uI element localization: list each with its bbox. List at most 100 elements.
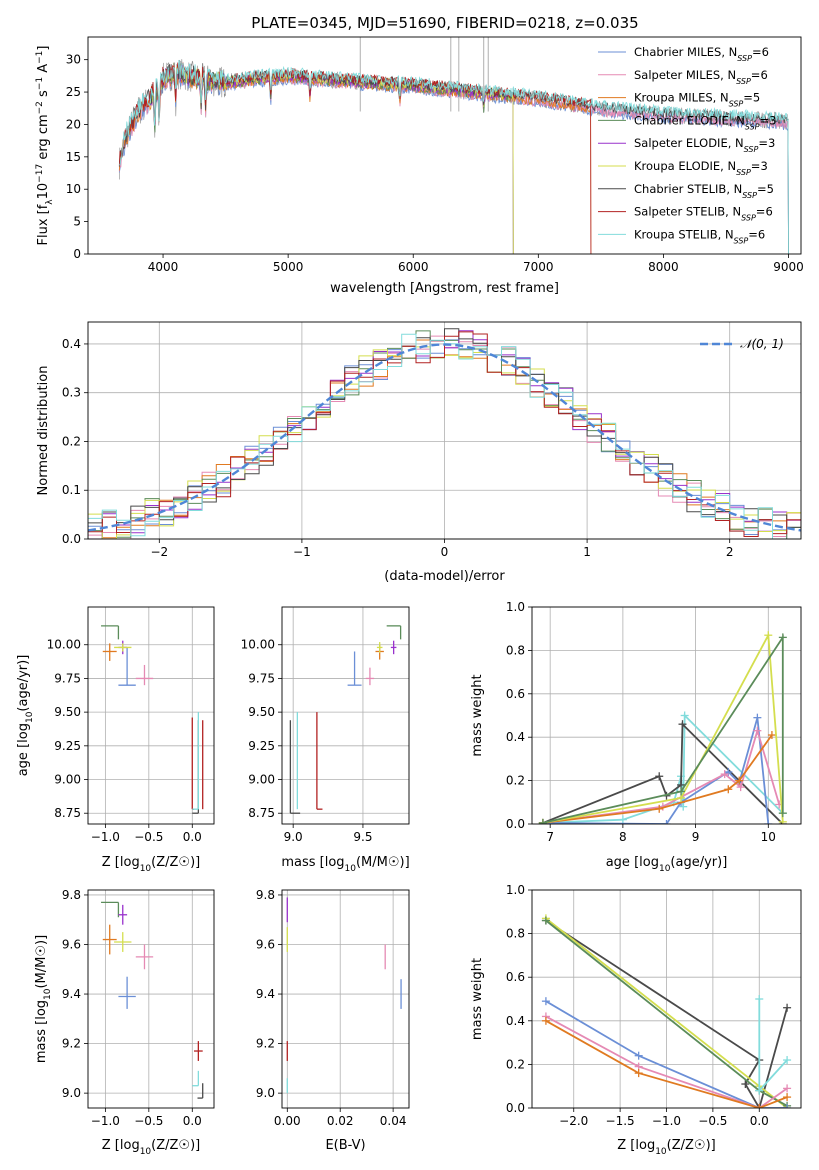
- series-marker: [541, 1016, 550, 1025]
- series-line: [542, 632, 784, 824]
- legend-part: SSP: [741, 213, 756, 222]
- legend-sep: ,: [720, 68, 727, 82]
- label-part: mass [log: [281, 855, 344, 870]
- series-line: [542, 727, 781, 824]
- x-tick-label: 9.5: [353, 830, 372, 844]
- y-tick-label: 0.8: [506, 927, 525, 941]
- legend-part: Chabrier MILES: [634, 45, 721, 59]
- series-marker: [541, 916, 550, 925]
- label-part: (Z/Z☉)]: [151, 855, 200, 870]
- y-tick-label: 9.25: [54, 739, 81, 753]
- legend-part: N: [729, 45, 738, 59]
- legend-sep: ,: [718, 227, 725, 241]
- y-tick-label: 8.75: [248, 806, 275, 820]
- x-axis-label: Z [log10(Z/Z☉)]: [617, 1138, 715, 1157]
- legend-part: N: [725, 227, 734, 241]
- x-tick-label: 1: [583, 545, 591, 559]
- errorbar-point: [118, 904, 128, 925]
- figure-title: PLATE=0345, MJD=51690, FIBERID=0218, z=0…: [251, 14, 638, 32]
- y-tick-label: 9.4: [62, 987, 81, 1001]
- legend-label: Chabrier ELODIE, NSSP=3: [634, 113, 776, 130]
- errorbar-point: [376, 642, 383, 653]
- panel-age-vs-Z: −1.0 −0.5 0.0 8.75 9.00 9.25 9.50 9.75 10.00 Z [l…: [16, 606, 215, 874]
- plot-area: [101, 901, 204, 1099]
- x-tick-label: 0.0: [750, 1114, 769, 1128]
- label-part: −1: [35, 51, 45, 64]
- x-tick-label: 9000: [773, 260, 804, 274]
- plot-area: [88, 328, 801, 539]
- label-part: (age/yr)]: [670, 855, 727, 870]
- y-axis-label: mass weight: [470, 958, 485, 1040]
- series-marker: [677, 787, 686, 796]
- legend-part: N: [736, 113, 745, 127]
- y-tick-label: 9.75: [248, 671, 275, 685]
- x-tick-label: −1.0: [652, 1114, 681, 1128]
- legend-part: N: [720, 91, 729, 105]
- y-tick-label: 15: [66, 150, 81, 164]
- y-tick-label: 9.75: [54, 671, 81, 685]
- legend-sep: =: [751, 159, 761, 173]
- series-marker: [741, 1080, 750, 1089]
- label-part: 10: [36, 183, 51, 200]
- y-tick-label: 9.2: [256, 1037, 275, 1051]
- legend-part: SSP: [736, 76, 751, 85]
- series-line: [542, 722, 784, 824]
- label-part: (Z/Z☉)]: [667, 1138, 716, 1153]
- legend-part: N: [727, 68, 736, 82]
- legend-sep: ,: [728, 136, 735, 150]
- errorbar-point: [118, 976, 136, 1009]
- series-marker: [720, 770, 729, 779]
- plot-area: [118, 37, 789, 254]
- label-part: (M/M☉)]: [356, 855, 410, 870]
- errorbar-point: [192, 1070, 200, 1087]
- panel-spectrum: 4000 5000 6000 7000 8000 9000 0 5 10 15 20 25 30 wave…: [35, 36, 804, 296]
- axes-frame: [87, 606, 215, 825]
- legend-sep: =: [752, 45, 762, 59]
- series-marker: [662, 820, 671, 824]
- y-tick-label: 0.4: [506, 730, 525, 744]
- axes-frame: [87, 36, 802, 255]
- x-tick-label: −1.0: [91, 1114, 120, 1128]
- legend-sep: ,: [721, 45, 728, 59]
- panel-weight-vs-Z: −2.0 −1.5 −1.0 −0.5 0.0 0.0 0.2 0.4 0.6 0.8 1.0 Z […: [470, 883, 802, 1157]
- model-spectrum-line: [118, 62, 789, 254]
- x-tick-label: 0: [441, 545, 449, 559]
- y-tick-label: 9.25: [248, 739, 275, 753]
- plot-area: [289, 625, 402, 814]
- label-part: 10: [655, 1147, 667, 1157]
- series-marker: [783, 1093, 792, 1102]
- series-marker: [778, 817, 787, 824]
- legend-label: Salpeter STELIB, NSSP=6: [634, 205, 773, 223]
- legend-sep: =: [743, 91, 753, 105]
- errorbar-point: [197, 1083, 204, 1099]
- legend-label: Chabrier STELIB, NSSP=5: [634, 182, 774, 200]
- axes-frame: [531, 606, 802, 825]
- series-marker: [541, 997, 550, 1006]
- grid: [282, 890, 409, 1108]
- legend-part: 6: [762, 45, 769, 59]
- panel-mass-vs-EBV: 0.00 0.02 0.04 9.0 9.2 9.4 9.6 9.8 E(B-V): [256, 888, 410, 1153]
- y-tick-label: 10.00: [241, 638, 275, 652]
- x-tick-label: −0.5: [698, 1114, 727, 1128]
- series-marker: [778, 809, 787, 818]
- legend-sep: ,: [713, 91, 720, 105]
- y-tick-label: 9.6: [62, 938, 81, 952]
- y-tick-label: 0.4: [506, 1014, 525, 1028]
- series-line: [545, 1020, 788, 1108]
- legend-part: N: [735, 136, 744, 150]
- legend-label: Kroupa ELODIE, NSSP=3: [634, 159, 768, 177]
- y-tick-label: 0.2: [62, 434, 81, 448]
- legend-part: Salpeter MILES: [634, 68, 720, 82]
- panel-mass-vs-Z: −1.0 −0.5 0.09.09.29.49.69.8Z [log10(Z/Z☉)…: [34, 888, 215, 1157]
- y-tick-label: 0.6: [506, 970, 525, 984]
- legend-part: Kroupa MILES: [634, 91, 713, 105]
- series-marker: [755, 1104, 764, 1108]
- plot-area: [286, 897, 402, 1094]
- errorbar-point: [289, 720, 301, 814]
- y-tick-label: 9.50: [54, 705, 81, 719]
- legend-label: Chabrier MILES, NSSP=6: [634, 45, 769, 63]
- legend-sep: =: [748, 227, 758, 241]
- y-tick-label: 0.6: [506, 687, 525, 701]
- legend-part: Salpeter STELIB: [634, 205, 725, 219]
